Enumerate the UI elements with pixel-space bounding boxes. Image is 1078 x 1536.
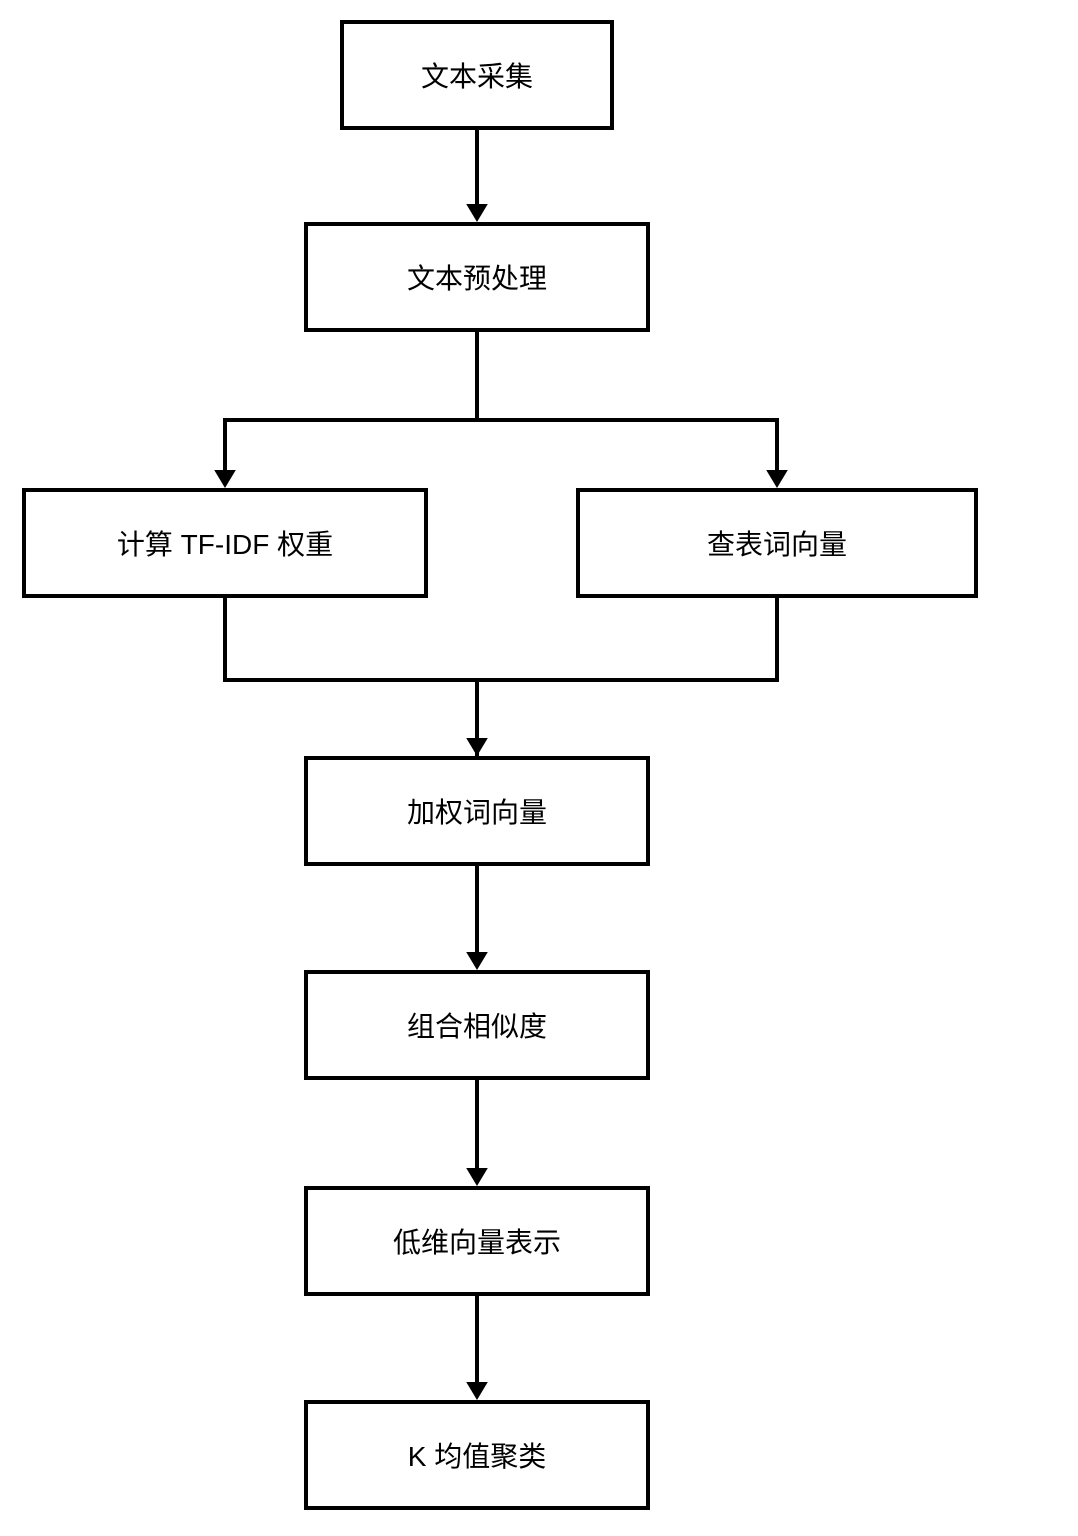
flowchart-edge — [477, 598, 777, 756]
arrowhead-icon — [466, 1168, 488, 1186]
flowchart-node: 加权词向量 — [304, 756, 650, 866]
flowchart-edge — [225, 332, 477, 472]
flowchart-node: 文本采集 — [340, 20, 614, 130]
node-label: 加权词向量 — [407, 791, 547, 831]
flowchart-edge — [225, 598, 477, 740]
arrowhead-icon — [466, 952, 488, 970]
node-label: 计算 TF-IDF 权重 — [117, 523, 333, 563]
flowchart-container: 文本采集文本预处理计算 TF-IDF 权重 查表词向量加权词向量组合相似度低维向量… — [0, 0, 1078, 1536]
arrowhead-icon — [766, 470, 788, 488]
node-label: 组合相似度 — [407, 1005, 547, 1045]
node-label: 文本采集 — [421, 55, 533, 95]
flowchart-edge — [477, 332, 777, 472]
arrowhead-icon — [466, 738, 488, 756]
flowchart-node: 组合相似度 — [304, 970, 650, 1080]
flowchart-node: 低维向量表示 — [304, 1186, 650, 1296]
node-label: 文本预处理 — [407, 257, 547, 297]
flowchart-node: K 均值聚类 — [304, 1400, 650, 1510]
flowchart-node: 计算 TF-IDF 权重 — [22, 488, 428, 598]
flowchart-node: 文本预处理 — [304, 222, 650, 332]
node-label: 低维向量表示 — [393, 1221, 561, 1261]
arrowhead-icon — [214, 470, 236, 488]
node-label: K 均值聚类 — [408, 1435, 546, 1475]
flowchart-node: 查表词向量 — [576, 488, 978, 598]
arrowhead-icon — [466, 204, 488, 222]
node-label: 查表词向量 — [707, 523, 847, 563]
arrowhead-icon — [466, 1382, 488, 1400]
